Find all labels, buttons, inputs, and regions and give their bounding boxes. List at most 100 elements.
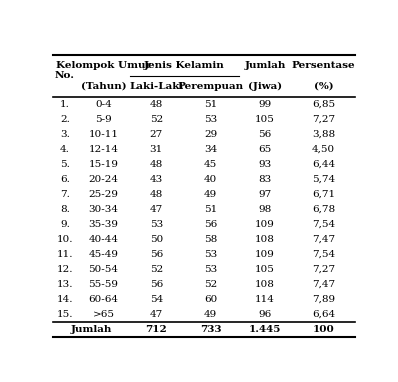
Text: 60: 60 — [204, 295, 217, 304]
Text: 48: 48 — [150, 100, 163, 109]
Text: 108: 108 — [255, 235, 275, 244]
Text: 15.: 15. — [57, 310, 73, 319]
Text: 50: 50 — [150, 235, 163, 244]
Text: 53: 53 — [150, 220, 163, 229]
Text: (Tahun): (Tahun) — [81, 82, 126, 91]
Text: 55-59: 55-59 — [88, 280, 119, 289]
Text: 49: 49 — [204, 190, 217, 199]
Text: 105: 105 — [255, 265, 275, 274]
Text: 60-64: 60-64 — [88, 295, 119, 304]
Text: 7,27: 7,27 — [312, 265, 335, 274]
Text: (Jiwa): (Jiwa) — [248, 82, 282, 91]
Text: 56: 56 — [150, 250, 163, 259]
Text: 48: 48 — [150, 190, 163, 199]
Text: 53: 53 — [204, 115, 217, 124]
Text: 7,47: 7,47 — [312, 235, 335, 244]
Text: Jumlah: Jumlah — [71, 325, 112, 334]
Text: 99: 99 — [259, 100, 272, 109]
Text: 1.445: 1.445 — [249, 325, 281, 334]
Text: Perempuan: Perempuan — [178, 82, 244, 91]
Text: 52: 52 — [150, 115, 163, 124]
Text: 65: 65 — [259, 145, 272, 154]
Text: 40: 40 — [204, 175, 217, 184]
Text: 7,27: 7,27 — [312, 115, 335, 124]
Text: 4.: 4. — [60, 145, 70, 154]
Text: 20-24: 20-24 — [88, 175, 119, 184]
Text: No.: No. — [55, 71, 75, 80]
Text: 7,54: 7,54 — [312, 250, 335, 259]
Text: 54: 54 — [150, 295, 163, 304]
Text: 56: 56 — [150, 280, 163, 289]
Text: 97: 97 — [259, 190, 272, 199]
Text: 7.: 7. — [60, 190, 70, 199]
Text: 10-11: 10-11 — [88, 130, 119, 139]
Text: 12.: 12. — [57, 265, 73, 274]
Text: 11.: 11. — [57, 250, 73, 259]
Text: 3,88: 3,88 — [312, 130, 335, 139]
Text: 31: 31 — [150, 145, 163, 154]
Text: 51: 51 — [204, 205, 217, 214]
Text: 12-14: 12-14 — [88, 145, 119, 154]
Text: 5.: 5. — [60, 160, 70, 169]
Text: 105: 105 — [255, 115, 275, 124]
Text: 6,71: 6,71 — [312, 190, 335, 199]
Text: 3.: 3. — [60, 130, 70, 139]
Text: 6,78: 6,78 — [312, 205, 335, 214]
Text: 7,89: 7,89 — [312, 295, 335, 304]
Text: 50-54: 50-54 — [88, 265, 119, 274]
Text: 34: 34 — [204, 145, 217, 154]
Text: >65: >65 — [92, 310, 115, 319]
Text: 30-34: 30-34 — [88, 205, 119, 214]
Text: 109: 109 — [255, 250, 275, 259]
Text: Kelompok Umur: Kelompok Umur — [56, 61, 151, 70]
Text: 48: 48 — [150, 160, 163, 169]
Text: 733: 733 — [200, 325, 222, 334]
Text: 114: 114 — [255, 295, 275, 304]
Text: 45-49: 45-49 — [88, 250, 119, 259]
Text: 712: 712 — [146, 325, 167, 334]
Text: 14.: 14. — [57, 295, 73, 304]
Text: 49: 49 — [204, 310, 217, 319]
Text: 6,44: 6,44 — [312, 160, 335, 169]
Text: 5,74: 5,74 — [312, 175, 335, 184]
Text: 108: 108 — [255, 280, 275, 289]
Text: 93: 93 — [259, 160, 272, 169]
Text: 8.: 8. — [60, 205, 70, 214]
Text: 1.: 1. — [60, 100, 70, 109]
Text: 2.: 2. — [60, 115, 70, 124]
Text: 29: 29 — [204, 130, 217, 139]
Text: Laki-Laki: Laki-Laki — [129, 82, 183, 91]
Text: 13.: 13. — [57, 280, 73, 289]
Text: 51: 51 — [204, 100, 217, 109]
Text: 35-39: 35-39 — [88, 220, 119, 229]
Text: 27: 27 — [150, 130, 163, 139]
Text: 4,50: 4,50 — [312, 145, 335, 154]
Text: 7,54: 7,54 — [312, 220, 335, 229]
Text: 52: 52 — [150, 265, 163, 274]
Text: 45: 45 — [204, 160, 217, 169]
Text: 96: 96 — [259, 310, 272, 319]
Text: 9.: 9. — [60, 220, 70, 229]
Text: 53: 53 — [204, 250, 217, 259]
Text: 7,47: 7,47 — [312, 280, 335, 289]
Text: Jumlah: Jumlah — [244, 61, 286, 70]
Text: 58: 58 — [204, 235, 217, 244]
Text: 6,85: 6,85 — [312, 100, 335, 109]
Text: 47: 47 — [150, 205, 163, 214]
Text: 25-29: 25-29 — [88, 190, 119, 199]
Text: 47: 47 — [150, 310, 163, 319]
Text: 100: 100 — [312, 325, 334, 334]
Text: 0-4: 0-4 — [95, 100, 112, 109]
Text: 83: 83 — [259, 175, 272, 184]
Text: 10.: 10. — [57, 235, 73, 244]
Text: 109: 109 — [255, 220, 275, 229]
Text: 52: 52 — [204, 280, 217, 289]
Text: 56: 56 — [204, 220, 217, 229]
Text: 40-44: 40-44 — [88, 235, 119, 244]
Text: Persentase: Persentase — [292, 61, 355, 70]
Text: 6.: 6. — [60, 175, 70, 184]
Text: 43: 43 — [150, 175, 163, 184]
Text: 56: 56 — [259, 130, 272, 139]
Text: 98: 98 — [259, 205, 272, 214]
Text: 5-9: 5-9 — [95, 115, 112, 124]
